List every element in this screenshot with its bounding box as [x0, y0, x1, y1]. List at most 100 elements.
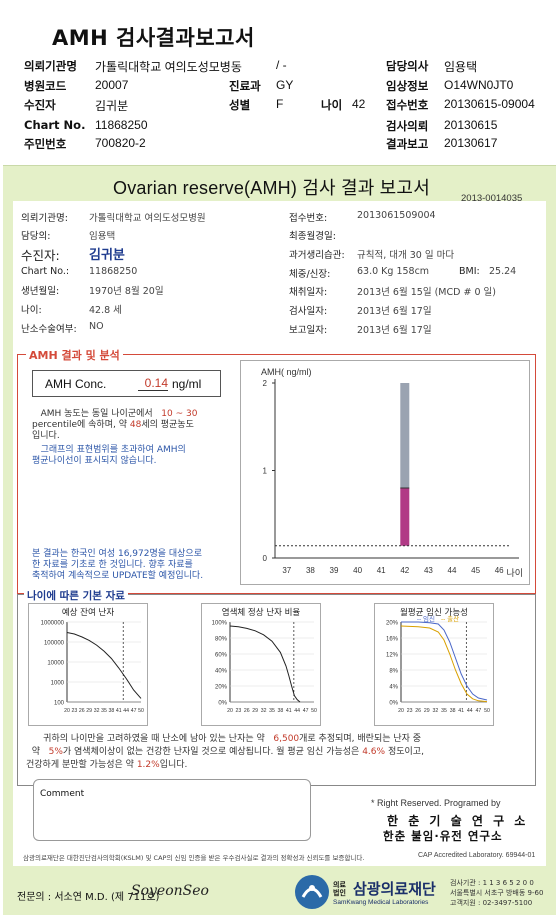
monthly-pregnancy-chart: 월평균 임신 가능성 20% 16% 12% 8% 4% 0% 20 23 26 29 32 35 38… [374, 603, 494, 726]
normal-chromosome-chart: 염색체 정상 난자 비율 100% 80% 60% 40% 20% 0% 20 23 26 29 3… [201, 603, 321, 726]
info-value: 42.8 세 [89, 305, 122, 316]
amh-chart-svg: AMH( ng/ml) 0 1 2 37 38 39 40 41 42 43 44 45 46 나이 [261, 367, 523, 578]
amh-concentration-box: AMH Conc. 0.14 ng/ml [32, 370, 221, 397]
mini-x-tick-label: 38 [278, 708, 284, 714]
value-institution: 가톨릭대학교 여의도성모병동 [95, 60, 242, 74]
info-weight-height: 체중/신장: 63.0 Kg 158cm BMI: 25.24 [289, 266, 516, 280]
label-receipt-no: 접수번호 [386, 98, 429, 112]
amh-x-tick-label: 37 [282, 566, 291, 575]
basic-summary-text: 귀하의 나이만을 고려하였을 때 난소에 남아 있는 난자는 약 6,500개로… [26, 733, 531, 772]
summary-text: 건강하게 분만할 가능성은 약 [26, 760, 134, 770]
org-address-line: 검사기관 : 1 1 3 6 5 2 0 0 [450, 879, 534, 887]
info-receipt-no: 접수번호: 2013061509004 [289, 210, 436, 224]
chart-title: 월평균 임신 가능성 [400, 608, 468, 618]
amh-range-bar-upper [400, 383, 410, 488]
amh-x-tick-label: 41 [377, 566, 386, 575]
mini-x-tick-label: 32 [94, 708, 100, 714]
info-value: 63.0 Kg 158cm [357, 266, 430, 277]
mini-x-tick-label: 35 [101, 708, 107, 714]
info-last-menstruation: 최종월경일: [289, 228, 336, 242]
amh-percentile-description: AMH 농도는 동일 나이군에서 10 ~ 30 percentile에 속하며… [32, 409, 232, 442]
chart-title: 염색체 정상 난자 비율 [221, 608, 301, 618]
value-department: GY [276, 78, 294, 92]
mini-x-tick-label: 20 [227, 708, 233, 714]
value-report-date: 20130617 [444, 136, 498, 150]
header-row-hospital-code: 병원코드 20007 진료과 GY 임상정보 O14WN0JT0 [0, 78, 557, 96]
mini-x-tick-label: 26 [244, 708, 250, 714]
mini-x-tick-label: 47 [476, 708, 482, 714]
amh-conc-value: 0.14 [138, 376, 168, 391]
mini-x-tick-label: 29 [252, 708, 258, 714]
desc-text: 평균나이선이 표시되지 않습니다. [32, 456, 157, 466]
mini-x-tick-label: 41 [116, 708, 122, 714]
mini-x-tick-label: 29 [424, 708, 430, 714]
report-number: 2013-0014035 [461, 193, 523, 204]
amh-y-tick-label: 2 [263, 379, 268, 388]
info-label: Chart No.: [21, 266, 70, 277]
info-label: 접수번호: [289, 213, 328, 224]
mini-y-tick-label: 100% [212, 621, 228, 627]
org-name: 삼광의료재단 [353, 880, 436, 898]
amh-x-tick-label: 42 [400, 566, 409, 575]
mini-y-tick-label: 1000000 [41, 621, 65, 627]
label-age: 나이 [321, 98, 343, 112]
value-id-no: 700820-2 [95, 136, 146, 150]
note-line: 축적하여 계속적으로 UPDATE할 예정입니다. [32, 571, 204, 581]
value-request-date: 20130615 [444, 118, 498, 132]
lab-name-2: 한춘 불임·유전 연구소 [383, 829, 503, 843]
summary-text: 약 [31, 747, 41, 757]
mini-y-tick-label: 20% [215, 685, 228, 691]
amh-data-source-note: 본 결과는 한국인 여성 16,972명을 대상으로 한 자료를 기초로 한 것… [32, 549, 242, 582]
info-test-date: 검사일자: 2013년 6월 17일 [289, 303, 432, 317]
mini-y-tick-label: 20% [386, 621, 399, 627]
amh-range-bar-lower [400, 488, 410, 546]
info-label: 체중/신장: [289, 269, 331, 280]
amh-x-tick-label: 46 [495, 566, 504, 575]
mini-y-tick-label: 12% [386, 653, 399, 659]
info-value: 임용택 [89, 231, 116, 242]
info-institution: 의뢰기관명: 가톨릭대학교 여의도성모병원 [21, 210, 206, 224]
value-chart-no: 11868250 [95, 118, 148, 132]
info-value-patient-name: 김귀분 [89, 248, 125, 263]
info-label: 보고일자: [289, 325, 328, 336]
info-menstrual-history: 과거생리습관: 규칙적, 대개 30 일 마다 [289, 247, 454, 261]
summary-pregnancy-rate: 4.6% [362, 747, 386, 757]
legend-delivery: -- 출산 [441, 614, 459, 623]
info-label: 과거생리습관: [289, 250, 345, 261]
info-label: 수진자: [21, 248, 60, 263]
info-label-bmi: BMI: [459, 266, 480, 277]
amh-x-tick-label: 39 [330, 566, 339, 575]
normal-chromosome-svg: 100% 80% 60% 40% 20% 0%20 23 26 29 32 35 38 41 44 47 50 [212, 621, 317, 715]
desc-text: percentile에 속하며, 약 [32, 420, 127, 430]
label-clinical-info: 임상정보 [386, 79, 429, 93]
value-age: 42 [352, 97, 366, 111]
info-value: 2013년 6월 17일 [357, 306, 432, 317]
signer: 전문의 : 서소연 M.D. (제 711호) [17, 892, 160, 903]
mini-x-tick-label: 26 [79, 708, 85, 714]
summary-text: 정도이고, [387, 747, 424, 757]
report-header: AMH 검사결과보고서 의뢰기관명 가톨릭대학교 여의도성모병동 / - 담당의… [0, 0, 557, 163]
amh-conc-unit: ng/ml [172, 377, 202, 391]
label-department: 진료과 [229, 79, 261, 93]
header-title: AMH 검사결과보고서 [52, 26, 255, 50]
mini-x-tick-label: 47 [303, 708, 309, 714]
amh-conc-label: AMH Conc. [45, 377, 107, 391]
summary-oocyte-count: 6,500 [273, 734, 300, 744]
info-label: 난소수술여부: [21, 324, 77, 335]
info-doctor: 담당의: 임용택 [21, 228, 115, 242]
summary-text: 입니다. [159, 760, 188, 770]
mini-y-tick-label: 8% [389, 669, 398, 675]
mini-y-tick-label: 10000 [47, 661, 64, 667]
value-receipt-no: 20130615-09004 [444, 97, 535, 111]
info-value-bmi: 25.24 [489, 266, 517, 277]
info-label: 의뢰기관명: [21, 213, 68, 224]
mini-y-tick-label: 16% [386, 637, 399, 643]
signature: SoyeonSeo [131, 883, 209, 899]
mini-series-line [66, 631, 142, 699]
amh-x-tick-label: 44 [448, 566, 457, 575]
header-row-id-no: 주민번호 700820-2 결과보고 20130617 [0, 136, 557, 154]
mini-x-tick-label: 23 [72, 708, 78, 714]
value-doctor: 임용택 [444, 60, 478, 74]
mini-series-line [401, 621, 488, 701]
